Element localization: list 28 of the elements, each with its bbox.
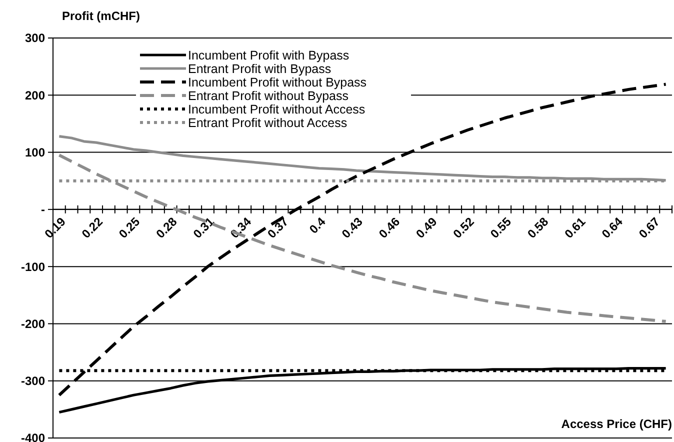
x-tick-label: 0.61 bbox=[562, 214, 588, 242]
y-tick-label: -200 bbox=[20, 316, 46, 331]
legend-label: Incumbent Profit with Bypass bbox=[188, 48, 350, 62]
x-tick-label: 0.43 bbox=[338, 214, 366, 242]
legend-label: Incumbent Profit without Bypass bbox=[188, 75, 367, 90]
y-tick-label: -300 bbox=[20, 374, 46, 388]
x-tick-label: 0.22 bbox=[79, 214, 106, 242]
x-tick-label: 0.31 bbox=[190, 214, 218, 242]
x-tick-label: 0.52 bbox=[450, 214, 478, 242]
x-tick-label: 0.4 bbox=[306, 214, 328, 236]
legend-label: Entrant Profit without Access bbox=[188, 116, 348, 130]
y-tick-label: -400 bbox=[20, 431, 46, 442]
x-tick-label: 0.58 bbox=[524, 214, 552, 242]
y-tick-label: - bbox=[41, 202, 45, 217]
x-tick-label: 0.19 bbox=[42, 214, 69, 242]
y-tick-label: 200 bbox=[24, 88, 46, 102]
y-tick-label: 100 bbox=[24, 145, 46, 160]
y-tick-label: -100 bbox=[20, 260, 46, 274]
x-tick-label: 0.28 bbox=[153, 214, 180, 242]
legend-label: Entrant Profit without Bypass bbox=[188, 88, 348, 103]
x-axis-title: Access Price (CHF) bbox=[561, 417, 672, 431]
y-axis-title: Profit (mCHF) bbox=[62, 9, 140, 23]
legend-label: Incumbent Profit without Access bbox=[188, 102, 366, 116]
x-tick-label: 0.64 bbox=[598, 214, 626, 242]
x-tick-label: 0.46 bbox=[376, 214, 403, 242]
y-tick-label: 300 bbox=[24, 31, 46, 46]
x-tick-label: 0.49 bbox=[413, 214, 440, 242]
legend-label: Entrant Profit with Bypass bbox=[188, 62, 332, 76]
